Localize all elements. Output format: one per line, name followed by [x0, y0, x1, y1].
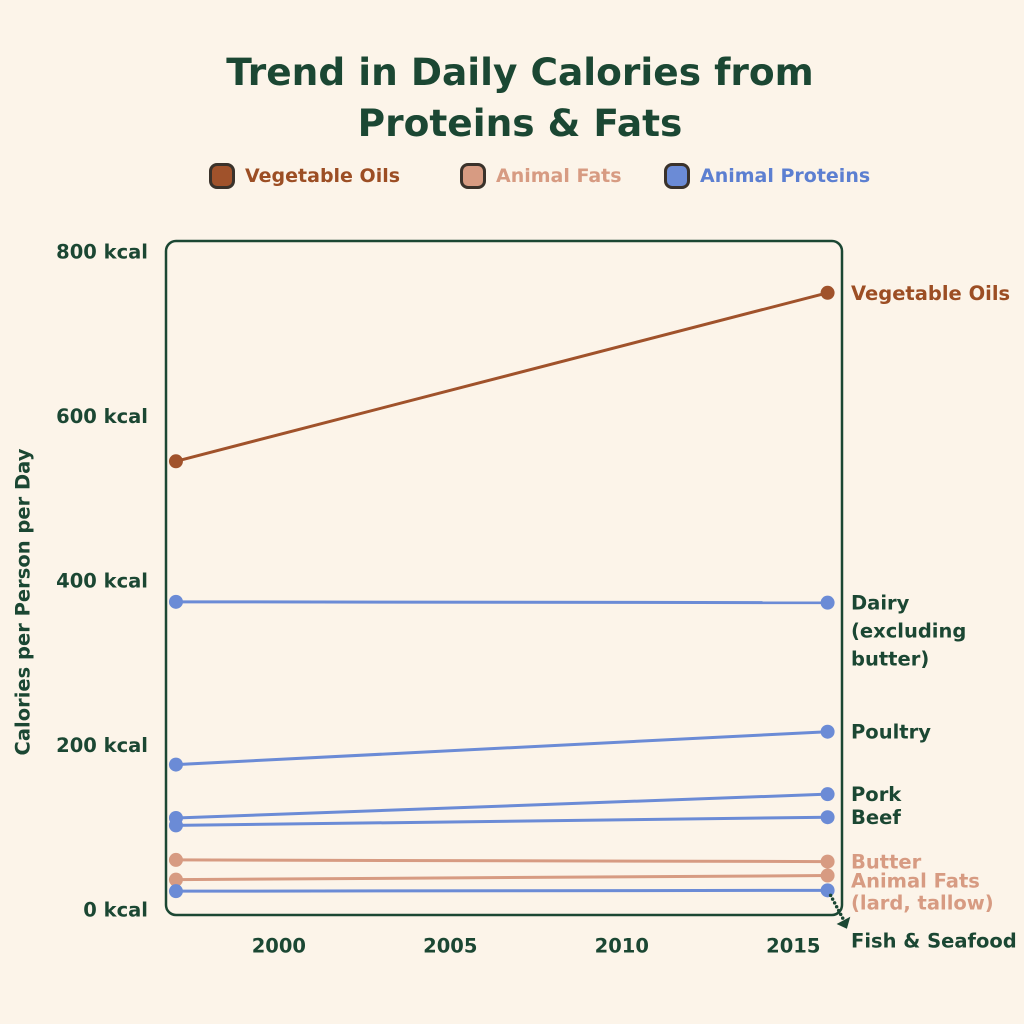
- series-label: Animal Fats: [851, 870, 980, 893]
- series-line-4: [175, 815, 828, 827]
- series-line-5: [175, 858, 828, 864]
- series-point: [820, 724, 835, 739]
- legend-swatch-icon: [664, 163, 690, 189]
- legend-swatch-icon: [209, 163, 235, 189]
- fish-seafood-arrowhead: [836, 916, 851, 929]
- series-label: Pork: [851, 783, 902, 806]
- series-line-3: [175, 792, 828, 820]
- series-point: [820, 868, 835, 883]
- series-point: [168, 818, 183, 833]
- legend-item-1: Animal Fats: [460, 162, 622, 190]
- x-tick-label: 2005: [423, 935, 477, 958]
- series-label: Beef: [851, 806, 901, 829]
- legend-label: Vegetable Oils: [245, 165, 401, 187]
- legend-swatch-icon: [460, 163, 486, 189]
- series-label: Vegetable Oils: [851, 282, 1010, 305]
- series-point: [168, 594, 183, 609]
- series-line-1: [175, 600, 828, 605]
- series-point: [168, 454, 183, 469]
- series-label: (lard, tallow): [851, 892, 994, 915]
- series-line-7: [175, 888, 828, 893]
- series-point: [168, 852, 183, 867]
- legend-label: Animal Fats: [496, 165, 622, 187]
- fish-seafood-arrow: [828, 893, 845, 921]
- legend-label: Animal Proteins: [700, 165, 871, 187]
- series-line-6: [175, 874, 828, 882]
- series-point: [820, 810, 835, 825]
- series-point: [820, 854, 835, 869]
- y-tick-label: 200 kcal: [56, 734, 148, 757]
- series-label: Butter: [851, 851, 922, 874]
- y-tick-label: 800 kcal: [56, 241, 148, 264]
- x-tick-label: 2015: [766, 935, 820, 958]
- series-point: [168, 884, 183, 899]
- series-point: [168, 757, 183, 772]
- x-tick-label: 2010: [595, 935, 649, 958]
- series-line-2: [175, 730, 828, 767]
- y-tick-label: 600 kcal: [56, 405, 148, 428]
- y-tick-label: 0 kcal: [83, 898, 148, 921]
- series-point: [820, 787, 835, 802]
- chart-title: Trend in Daily Calories from Proteins & …: [226, 50, 814, 145]
- series-point: [168, 872, 183, 887]
- series-label: Poultry: [851, 721, 931, 744]
- series-point: [820, 285, 835, 300]
- x-tick-label: 2000: [252, 935, 306, 958]
- plot-border: [164, 239, 844, 917]
- legend-item-2: Animal Proteins: [664, 162, 870, 190]
- series-label: butter): [851, 648, 929, 671]
- series-point: [820, 883, 835, 898]
- series-line-0: [175, 291, 828, 463]
- legend-item-0: Vegetable Oils: [209, 162, 400, 190]
- y-tick-label: 400 kcal: [56, 569, 148, 592]
- series-point: [820, 595, 835, 610]
- series-label: Fish & Seafood: [851, 929, 1017, 952]
- series-label: (excluding: [851, 620, 966, 643]
- series-label: Dairy: [851, 592, 910, 615]
